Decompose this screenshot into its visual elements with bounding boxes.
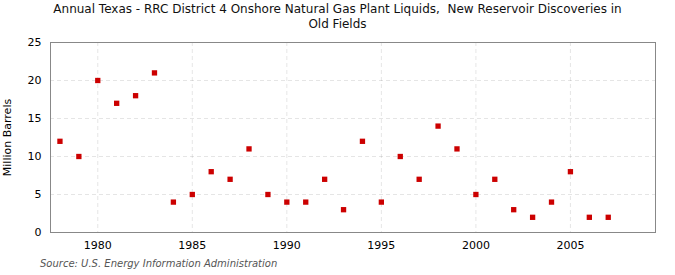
html-text:Annual Texas - RRC District 4: Annual Texas - RRC District 4 Onshore Na… [53, 2, 622, 31]
svg-text:1980: 1980 [84, 239, 112, 252]
svg-text:1985: 1985 [178, 239, 206, 252]
svg-text:0: 0 [35, 226, 42, 239]
svg-text:20: 20 [28, 74, 42, 87]
svg-text:Million Barrels: Million Barrels [1, 99, 14, 177]
svg-text:25: 25 [28, 36, 42, 49]
svg-text:2005: 2005 [556, 239, 584, 252]
svg-text:5: 5 [35, 188, 42, 201]
svg-text:15: 15 [28, 112, 42, 125]
html-text:Source: U.S. Energy Informatio: Source: U.S. Energy Information Administ… [40, 258, 278, 269]
svg-text:10: 10 [28, 150, 42, 163]
svg-text:1995: 1995 [367, 239, 395, 252]
svg-text:2000: 2000 [462, 239, 490, 252]
svg-text:1990: 1990 [273, 239, 301, 252]
